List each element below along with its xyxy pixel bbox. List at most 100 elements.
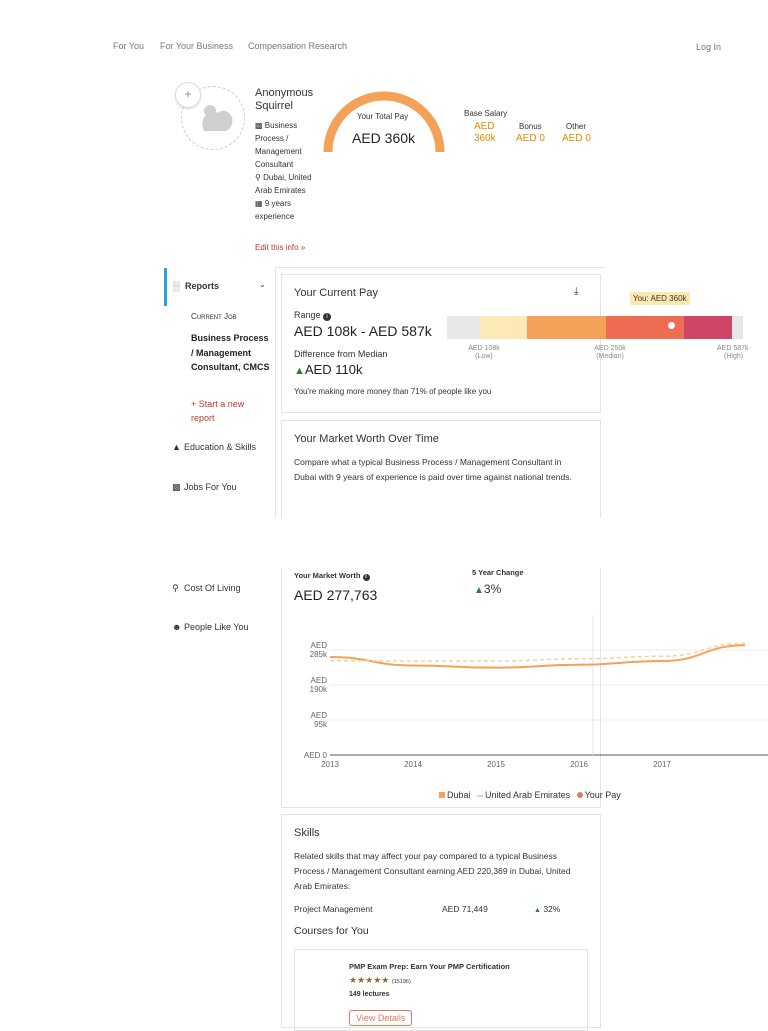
sidebar-item-cost-of-living[interactable]: ⚲ Cost Of Living: [172, 583, 241, 594]
skills-desc: Related skills that may affect your pay …: [294, 851, 571, 891]
range-high-label: (High): [724, 353, 744, 360]
bonus-label: Bonus: [519, 122, 542, 131]
skill-value: AED 71,449: [442, 904, 488, 914]
pay-range-bar: [447, 316, 743, 339]
course-lectures: 149 lectures: [349, 991, 390, 998]
courses-title: Courses for You: [294, 925, 369, 937]
change-amount: 3%: [483, 582, 502, 596]
market-worth-value: AED 277,763: [294, 587, 378, 603]
range-median: AED 250k (Median): [590, 345, 630, 361]
info-icon[interactable]: i: [323, 313, 332, 321]
other-value: AED 0: [562, 133, 591, 144]
range-low: AED 108k (Low): [467, 345, 501, 361]
current-pay-card: Your Current Pay ⤓ Range i AED 108k - AE…: [281, 274, 601, 413]
range-low-label: (Low): [475, 353, 493, 360]
diff-amount: AED 110k: [304, 362, 363, 377]
range-high: AED 587k (High): [717, 345, 768, 361]
sidebar-people-label: People Like You: [184, 622, 249, 632]
profile-details: ▩ Business Process / Management Consulta…: [255, 119, 317, 223]
sidebar-item-people[interactable]: ☻ People Like You: [172, 622, 249, 633]
edit-info-link[interactable]: Edit this info »: [255, 243, 306, 252]
sidebar-top-divider: [275, 267, 605, 268]
sidebar-item-reports[interactable]: ░ Reports ⌄: [164, 268, 278, 306]
x-tick-label: 2013: [321, 760, 339, 769]
up-arrow-icon: ▲: [534, 907, 541, 914]
skill-name: Project Management: [294, 904, 373, 914]
market-worth-title: Your Market Worth Over Time: [294, 433, 439, 445]
current-job-title[interactable]: Business Process / Management Consultant…: [191, 333, 270, 372]
diff-value: ▲AED 110k: [294, 362, 362, 377]
squirrel-icon: [202, 105, 233, 131]
legend-item-your-pay[interactable]: Your Pay: [576, 790, 621, 800]
range-low-value: AED 108k: [468, 345, 500, 352]
course-card[interactable]: PMP Exam Prep: Earn Your PMP Certificati…: [294, 949, 588, 1031]
people-icon: ☻: [172, 622, 182, 632]
total-pay-gauge: [323, 91, 445, 153]
star-icon: ★★★★★: [349, 975, 390, 985]
download-icon[interactable]: ⤓: [574, 286, 579, 297]
profile-location: Dubai, United Arab Emirates: [255, 173, 312, 195]
briefcase-icon: ▩: [255, 121, 265, 130]
chevron-down-icon: ⌄: [259, 280, 266, 289]
calendar-icon: ▦: [255, 199, 265, 208]
location-pin-icon: ⚲: [172, 583, 179, 593]
current-pay-title: Your Current Pay: [294, 287, 378, 299]
x-tick-label: 2014: [404, 760, 422, 769]
location-pin-icon: ⚲: [255, 173, 264, 182]
legend-dubai-label: Dubai: [447, 790, 471, 800]
total-pay-value: AED 360k: [352, 130, 416, 146]
series-line-uae: [329, 642, 746, 662]
your-pay-marker: [668, 322, 675, 329]
y-tick-label: AED: [311, 641, 328, 650]
skill-change-value: 32%: [543, 904, 561, 914]
sidebar-reports-label: Reports: [185, 281, 220, 291]
legend-item-dubai[interactable]: Dubai: [439, 790, 471, 800]
sidebar-cost-label: Cost Of Living: [184, 583, 241, 593]
total-pay-label: Your Total Pay: [357, 112, 409, 121]
market-worth-label: Your Market Worth i: [294, 571, 370, 581]
base-salary-value: AED 360k: [474, 121, 496, 144]
course-title[interactable]: PMP Exam Prep: Earn Your PMP Certificati…: [349, 962, 510, 971]
x-tick-label: 2016: [570, 760, 588, 769]
five-year-change-value: ▲3%: [474, 582, 501, 596]
sidebar-education-label: Education & Skills: [184, 442, 257, 452]
nav-for-business[interactable]: For Your Business: [160, 41, 234, 51]
market-worth-desc: Compare what a typical Business Process …: [294, 457, 572, 482]
nav-login[interactable]: Log In: [696, 42, 722, 52]
legend-your-pay-label: Your Pay: [584, 790, 621, 800]
base-salary-label: Base Salary: [464, 109, 508, 118]
skill-change: ▲ 32%: [534, 904, 560, 914]
market-chart-card: Your Market Worth i AED 277,763 5 Year C…: [281, 568, 601, 808]
range-median-label: (Median): [596, 353, 624, 360]
sidebar-item-jobs[interactable]: ▩ Jobs For You: [172, 482, 237, 493]
x-tick-label: 2017: [653, 760, 671, 769]
chart-legend: Dubai United Arab Emirates Your Pay: [439, 790, 621, 800]
y-tick-label: AED 0: [304, 751, 328, 760]
legend-swatch-uae: [477, 794, 484, 797]
legend-swatch-your-pay: [576, 792, 583, 798]
legend-swatch-dubai: [439, 792, 445, 798]
range-value: AED 108k - AED 587k: [294, 323, 432, 339]
info-icon[interactable]: i: [362, 574, 370, 581]
legend-uae-label: United Arab Emirates: [485, 790, 571, 800]
new-report-link[interactable]: + Start a new report: [191, 399, 245, 423]
section-gap: [0, 518, 768, 568]
y-tick-label: AED: [311, 711, 328, 720]
legend-item-uae[interactable]: United Arab Emirates: [477, 790, 570, 800]
bonus-value: AED 0: [516, 133, 545, 144]
add-photo-button[interactable]: +: [175, 82, 201, 108]
profile-name: Anonymous Squirrel: [255, 87, 314, 112]
profile-job: Business Process / Management Consultant: [255, 121, 302, 169]
nav-for-you[interactable]: For You: [113, 41, 145, 51]
diff-label: Difference from Median: [294, 349, 388, 359]
market-worth-card: Your Market Worth Over Time Compare what…: [281, 420, 601, 524]
pay-summary: You're making more money than 71% of peo…: [294, 387, 492, 396]
five-year-change-label: 5 Year Change: [472, 568, 524, 577]
sidebar-jobs-label: Jobs For You: [184, 482, 237, 492]
range-high-value: AED 587k: [717, 345, 749, 352]
sidebar-item-education[interactable]: ▲ Education & Skills: [172, 442, 256, 453]
market-worth-label-text: Your Market Worth: [294, 571, 361, 580]
you-tag: You: AED 360k: [630, 292, 690, 305]
nav-comp-research[interactable]: Compensation Research: [248, 41, 348, 51]
